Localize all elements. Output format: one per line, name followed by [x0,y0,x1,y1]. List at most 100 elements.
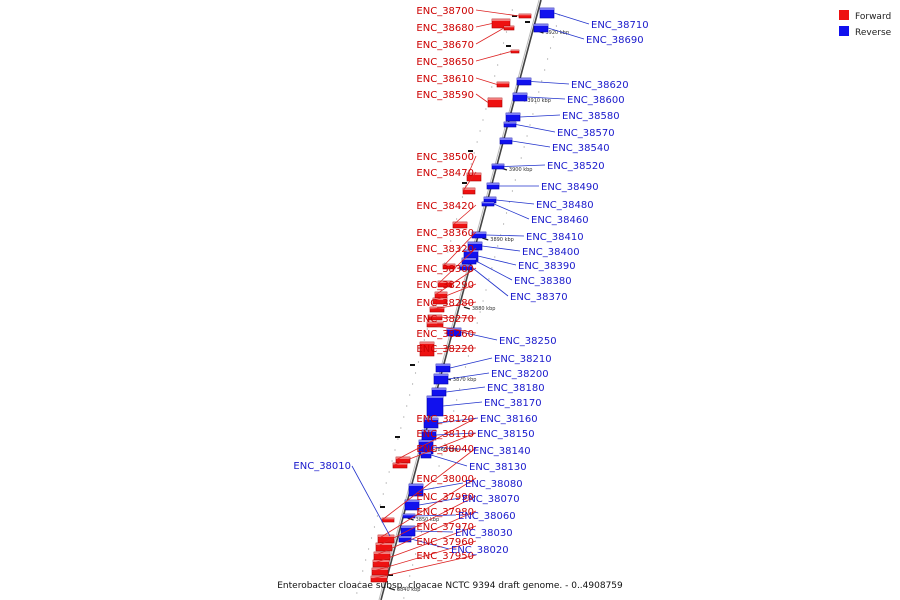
minor-dot [444,262,446,264]
forward-leader-line [475,93,489,103]
minor-dot [382,493,384,495]
reverse-leader-line [445,386,486,393]
minor-dot [526,135,528,137]
reverse-leader-line [430,454,468,467]
forward-leader-line [442,231,477,267]
reverse-leader-line [511,140,551,148]
forward-leader-line [377,477,477,540]
minor-dot [505,31,508,33]
reverse-gene-label: ENC_38030 [455,528,513,539]
minor-dot [385,482,387,484]
minor-dot [397,438,399,440]
reverse-leader-line [553,12,590,25]
reverse-gene-label: ENC_38140 [473,446,531,457]
forward-leader-line [372,525,477,564]
gene-features [370,7,555,583]
reverse-leader-line [422,482,464,491]
reverse-leader-line [503,164,546,167]
reverse-gene-label: ENC_38200 [491,369,549,380]
reverse-gene-label: ENC_38520 [547,161,605,172]
minor-dot [409,575,411,577]
reverse-leader-line [449,357,493,369]
minor-dot [491,86,493,88]
reverse-gene-label: ENC_38400 [522,247,580,258]
minor-dot [409,394,411,396]
minor-dot [417,542,420,544]
minor-dot [429,498,431,500]
tick-label: 3860 kbp [434,447,458,453]
tick-mark [388,587,396,591]
minor-dot [388,471,390,473]
minor-feature-mark [462,182,467,184]
minor-dot [365,559,367,561]
forward-gene-feature [487,97,503,108]
minor-feature-mark [388,574,393,576]
minor-dot [435,476,437,478]
minor-dot [497,64,499,66]
forward-leader-line [452,204,477,226]
reverse-gene-label: ENC_38410 [526,232,584,243]
minor-dot [520,157,522,159]
minor-dot [532,113,534,115]
reverse-leader-line [547,27,585,40]
forward-leader-line [475,77,498,85]
reverse-leader-line [418,497,461,506]
forward-gene-label: ENC_38120 [416,414,474,425]
minor-dot [476,322,478,324]
minor-dot [368,548,370,550]
forward-gene-feature [372,559,390,568]
forward-gene-label: ENC_38000 [416,474,474,485]
forward-gene-label: ENC_38270 [416,314,474,325]
forward-gene-label: ENC_37990 [416,492,474,503]
tick-label: 3880 kbp [472,306,496,312]
reverse-gene-feature [499,137,513,145]
forward-gene-label: ENC_38700 [416,6,474,17]
reverse-gene-label: ENC_38070 [462,494,520,505]
reverse-leader-line [442,401,483,407]
minor-dot [423,520,425,522]
minor-dot [450,240,452,242]
forward-gene-label: ENC_38500 [416,152,474,163]
minor-dot [426,509,428,511]
reverse-leader-line [471,267,509,297]
reverse-gene-feature [533,23,549,33]
reverse-gene-label: ENC_38020 [451,545,509,556]
reverse-leader-line [530,81,570,85]
forward-gene-feature [503,25,515,31]
reverse-gene-feature [398,535,412,543]
minor-dot [412,383,414,385]
minor-dot [423,339,425,341]
reverse-leader-line [519,114,561,118]
reverse-gene-label: ENC_38150 [477,429,535,440]
forward-gene-label: ENC_38650 [416,57,474,68]
forward-gene-label: ENC_37980 [416,507,474,518]
minor-dot [456,399,458,401]
minor-dot [403,597,405,599]
reverse-gene-feature [539,7,555,19]
minor-feature-mark [410,364,415,366]
reverse-gene-label: ENC_38460 [531,215,589,226]
minor-dot [453,229,455,231]
reverse-gene-label-left: ENC_38010 [293,461,351,472]
legend-forward-swatch [839,10,849,20]
forward-gene-label: ENC_37950 [416,551,474,562]
forward-leader-line [426,324,477,334]
minor-dot [555,25,558,27]
minor-dot [441,454,443,456]
minor-dot [503,223,505,225]
minor-dot [420,531,423,533]
reverse-gene-feature [505,112,521,122]
forward-leader-line [375,495,477,548]
reverse-gene-label: ENC_38170 [484,398,542,409]
forward-leader-line [395,417,477,461]
minor-dot [376,515,378,517]
minor-dot [461,377,464,379]
legend-reverse-label: Reverse [855,28,892,38]
forward-leader-line [381,447,477,521]
forward-gene-label: ENC_38300 [416,264,474,275]
minor-dot [549,47,552,49]
minor-dot [494,256,496,258]
minor-feature-mark [395,436,400,438]
minor-dot [362,570,364,572]
forward-gene-label: ENC_38420 [416,201,474,212]
